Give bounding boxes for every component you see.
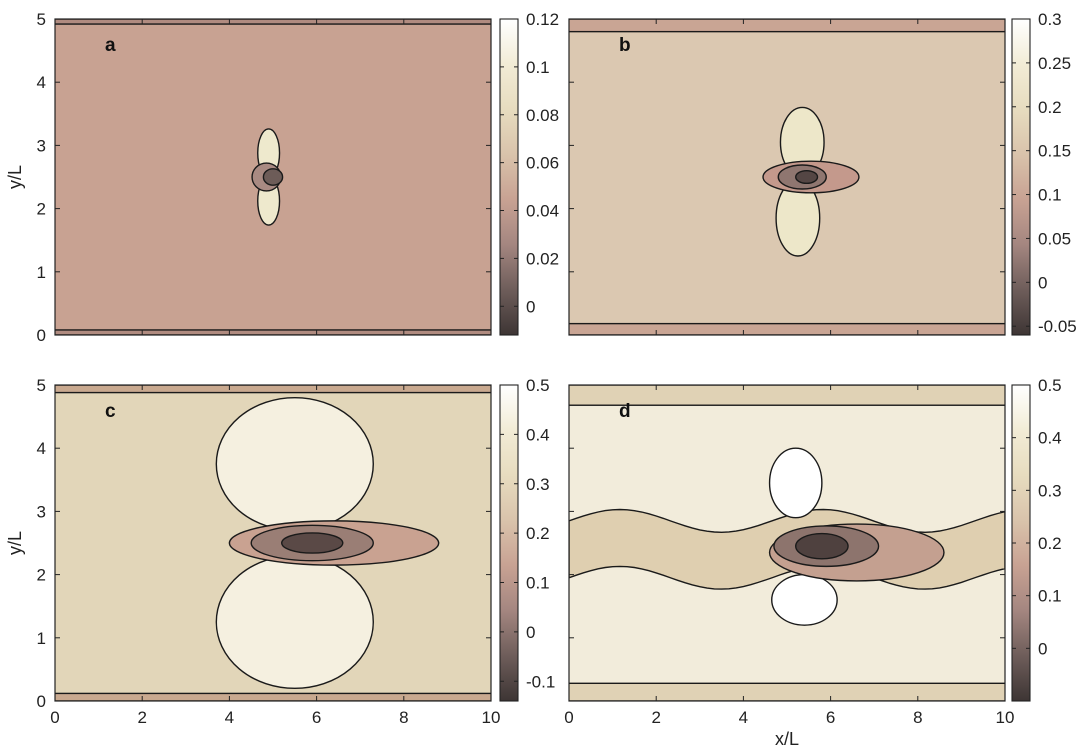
- boundary-band: [55, 692, 491, 701]
- y-tick-label: 4: [37, 73, 46, 92]
- contour-lobe: [215, 396, 374, 532]
- y-tick-label: 2: [37, 566, 46, 585]
- colorbar: -0.1 0 0.1 0.2 0.3 0.4 0.5: [499, 376, 555, 702]
- x-tick-label: 2: [651, 708, 660, 727]
- panel-d: d 0 2 4 6 8 10 x/L 0 0.1 0.2 0.3 0.4 0.5: [564, 376, 1061, 749]
- colorbar-tick-label: 0.5: [1038, 376, 1062, 395]
- y-tick-label: 0: [37, 692, 46, 711]
- x-tick-label: 4: [739, 708, 748, 727]
- colorbar-tick-label: -0.1: [526, 672, 555, 691]
- colorbar-tick-label: 0.2: [526, 524, 550, 543]
- x-tick-label: 6: [312, 708, 321, 727]
- axes-frame: [568, 18, 1006, 336]
- colorbar-tick-label: 0.12: [526, 10, 559, 29]
- y-tick-label: 2: [37, 200, 46, 219]
- axes-frame: [568, 384, 1006, 702]
- colorbar-tick-label: 0.06: [526, 154, 559, 173]
- panel-label: b: [619, 35, 631, 56]
- x-tick-label: 6: [826, 708, 835, 727]
- boundary-band: [569, 322, 1005, 335]
- wake-core: [281, 532, 344, 554]
- x-tick-label: 8: [399, 708, 408, 727]
- colorbar-gradient: [499, 384, 519, 702]
- colorbar-tick-label: 0.02: [526, 249, 559, 268]
- contour-field: [569, 19, 1005, 335]
- colorbar-tick-label: 0: [526, 297, 535, 316]
- colorbar-tick-label: 0.2: [1038, 98, 1062, 117]
- colorbar: 0 0.02 0.04 0.06 0.08 0.1 0.12: [499, 10, 559, 336]
- x-tick-label: 10: [996, 708, 1015, 727]
- colorbar-tick-label: 0.3: [1038, 481, 1062, 500]
- colorbar-tick-label: 0.15: [1038, 142, 1071, 161]
- colorbar-gradient: [499, 18, 519, 336]
- colorbar-tick-label: 0: [526, 623, 535, 642]
- colorbar-tick-label: 0.1: [1038, 186, 1062, 205]
- panel-c: c 0 2 4 6 8 10 0 1 2 3 4 5 y/L -0.1 0 0.1 0.2 0.3 0.4 0.5: [5, 376, 555, 727]
- colorbar-tick-label: 0.4: [526, 425, 550, 444]
- y-tick-label: 4: [37, 439, 46, 458]
- boundary-band: [569, 682, 1005, 701]
- boundary-band: [55, 385, 491, 394]
- panels: a012345y/L00.020.040.060.080.10.12b-0.05…: [5, 10, 1077, 749]
- colorbar-tick-label: 0.1: [1038, 587, 1062, 606]
- x-axis-label: x/L: [775, 729, 799, 749]
- boundary-band: [55, 329, 491, 335]
- boundary-band: [569, 19, 1005, 33]
- y-tick-label: 1: [37, 263, 46, 282]
- contour-field: [55, 385, 491, 701]
- wake-core: [262, 168, 284, 186]
- axes-frame: [54, 384, 492, 702]
- x-tick-label: 4: [225, 708, 234, 727]
- contour-field: [569, 385, 1005, 701]
- boundary-band: [55, 19, 491, 25]
- colorbar-tick-label: 0: [1038, 639, 1047, 658]
- colorbar-tick-label: 0.5: [526, 376, 550, 395]
- wake-core: [795, 532, 849, 560]
- y-tick-label: 5: [37, 376, 46, 395]
- contour-lobe: [215, 554, 374, 690]
- y-tick-label: 0: [37, 326, 46, 345]
- contour-lobe: [771, 573, 838, 626]
- colorbar-tick-label: 0.4: [1038, 429, 1062, 448]
- panel-label: c: [105, 401, 116, 422]
- boundary-band: [569, 385, 1005, 406]
- y-tick-label: 5: [37, 10, 46, 29]
- y-tick-label: 3: [37, 502, 46, 521]
- panel-b: b -0.05 0 0.05 0.1 0.15 0.2 0.25 0.3: [568, 10, 1077, 336]
- colorbar-tick-label: 0.1: [526, 574, 550, 593]
- wake-core: [795, 169, 819, 185]
- colorbar-tick-label: 0.1: [526, 58, 550, 77]
- colorbar-tick-label: 0.04: [526, 202, 559, 221]
- y-axis-label: y/L: [5, 165, 25, 189]
- colorbar: -0.05 0 0.05 0.1 0.15 0.2 0.25 0.3: [1011, 10, 1077, 336]
- colorbar: 0 0.1 0.2 0.3 0.4 0.5: [1011, 376, 1062, 702]
- y-tick-label: 3: [37, 136, 46, 155]
- colorbar-tick-label: 0.25: [1038, 54, 1071, 73]
- colorbar-tick-label: 0.2: [1038, 534, 1062, 553]
- colorbar-gradient: [1011, 18, 1031, 336]
- y-axis-label: y/L: [5, 531, 25, 555]
- colorbar-tick-label: 0.3: [1038, 10, 1062, 29]
- x-tick-label: 10: [482, 708, 501, 727]
- x-tick-label: 2: [137, 708, 146, 727]
- x-tick-label: 8: [913, 708, 922, 727]
- axes-frame: [54, 18, 492, 336]
- colorbar-tick-label: 0.05: [1038, 229, 1071, 248]
- panel-a: a 0 1 2 3 4 5 y/L 0 0.02 0.04 0.06 0.08 0.1 0.12: [5, 10, 559, 345]
- panel-label: a: [105, 35, 116, 56]
- x-tick-label: 0: [50, 708, 59, 727]
- colorbar-tick-label: -0.05: [1038, 317, 1077, 336]
- colorbar-tick-label: 0: [1038, 273, 1047, 292]
- panel-label: d: [619, 401, 631, 422]
- contour-field: [55, 19, 491, 335]
- contour-lobe: [768, 447, 823, 519]
- x-tick-label: 0: [564, 708, 573, 727]
- colorbar-tick-label: 0.08: [526, 106, 559, 125]
- y-tick-label: 1: [37, 629, 46, 648]
- colorbar-tick-label: 0.3: [526, 475, 550, 494]
